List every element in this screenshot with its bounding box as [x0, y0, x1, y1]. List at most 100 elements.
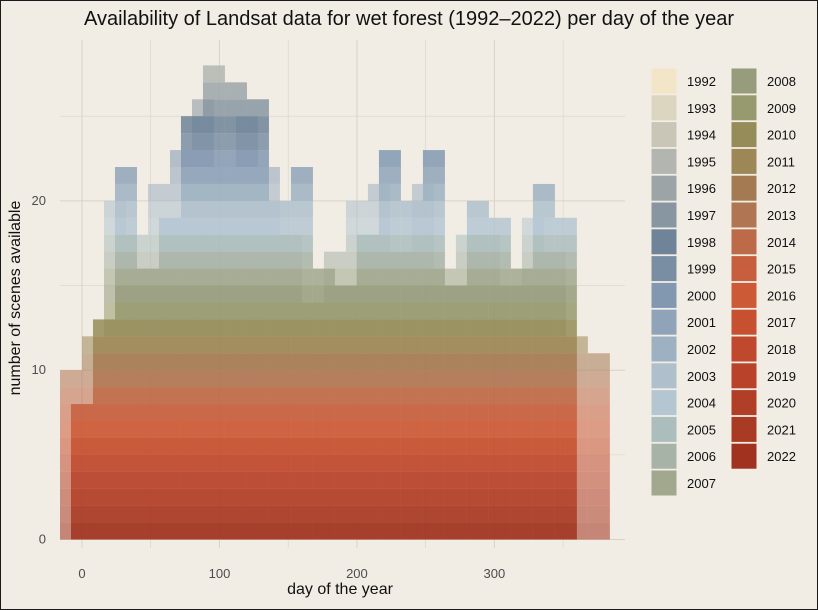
- bar-segment: [92, 387, 115, 405]
- bar-segment: [466, 353, 489, 371]
- bar-segment: [180, 387, 203, 405]
- legend-swatch: [650, 442, 678, 470]
- legend-swatch: [650, 121, 678, 149]
- bar-segment: [334, 522, 357, 540]
- legend-swatch: [730, 228, 758, 256]
- legend-label: 2007: [687, 476, 716, 491]
- bar-segment: [312, 454, 335, 472]
- bar-segment: [378, 387, 401, 405]
- bar-segment: [114, 370, 137, 388]
- bar-segment: [202, 319, 225, 337]
- bar-segment: [202, 99, 225, 117]
- bar-segment: [114, 183, 137, 201]
- bar-segment: [554, 285, 577, 303]
- bar-segment: [510, 522, 533, 540]
- bar-segment: [114, 251, 137, 269]
- bar-segment: [422, 505, 445, 523]
- bar-segment: [180, 116, 203, 134]
- bar-segment: [312, 268, 335, 286]
- bar-segment: [268, 387, 291, 405]
- bar-overlap-segment: [587, 387, 610, 405]
- bar-segment: [180, 133, 203, 151]
- legend-label: 1993: [687, 101, 716, 116]
- bar-segment: [466, 437, 489, 455]
- bar-segment: [180, 167, 203, 184]
- bar-segment: [246, 404, 269, 421]
- bar-segment: [158, 437, 181, 455]
- bar-segment: [114, 488, 137, 506]
- bar-segment: [180, 251, 203, 269]
- bar-segment: [532, 183, 555, 201]
- bar-segment: [158, 217, 181, 235]
- bar-overlap-segment: [587, 522, 610, 540]
- bar-segment: [136, 522, 159, 540]
- bar-segment: [268, 437, 291, 455]
- y-tick-label: 20: [32, 193, 46, 208]
- bar-segment: [422, 319, 445, 337]
- bar-segment: [334, 302, 357, 320]
- bar-segment: [554, 234, 577, 252]
- bar-segment: [334, 336, 357, 354]
- bar-segment: [158, 353, 181, 371]
- bar-segment: [290, 319, 313, 337]
- bar-segment: [532, 302, 555, 320]
- chart-title: Availability of Landsat data for wet for…: [83, 8, 735, 30]
- bar-segment: [114, 404, 137, 421]
- bar-segment: [158, 336, 181, 354]
- bar-segment: [224, 285, 247, 303]
- bar-segment: [356, 387, 379, 405]
- x-tick-label: 300: [484, 566, 506, 581]
- bar-segment: [312, 302, 335, 320]
- bar-segment: [378, 488, 401, 506]
- bar-overlap-segment: [587, 488, 610, 506]
- bar-segment: [136, 268, 159, 286]
- bar-segment: [114, 336, 137, 354]
- bar-segment: [378, 268, 401, 286]
- bar-segment: [268, 522, 291, 540]
- bar-segment: [532, 285, 555, 303]
- bar-segment: [312, 488, 335, 506]
- bar-segment: [202, 421, 225, 438]
- bar-segment: [114, 454, 137, 472]
- legend-label: 2018: [767, 342, 796, 357]
- bar-segment: [378, 251, 401, 269]
- bar-segment: [290, 370, 313, 388]
- bar-segment: [290, 505, 313, 523]
- bar-segment: [532, 251, 555, 269]
- legend-label: 2013: [767, 208, 796, 223]
- bar-segment: [158, 370, 181, 388]
- bar-segment: [246, 99, 269, 117]
- bar-segment: [400, 302, 423, 320]
- bar-segment: [334, 421, 357, 438]
- bar-segment: [532, 336, 555, 354]
- bar-segment: [114, 387, 137, 405]
- bar-segment: [136, 437, 159, 455]
- bar-segment: [114, 302, 137, 320]
- legend-label: 2008: [767, 74, 796, 89]
- bar-segment: [444, 421, 467, 438]
- bar-segment: [246, 505, 269, 523]
- bar-segment: [202, 116, 225, 134]
- legend-swatch: [730, 415, 758, 443]
- bar-segment: [400, 454, 423, 472]
- bar-segment: [224, 200, 247, 218]
- bar-segment: [202, 471, 225, 489]
- bar-segment: [158, 505, 181, 523]
- bar-segment: [268, 200, 291, 218]
- bar-segment: [444, 522, 467, 540]
- legend-label: 1992: [687, 74, 716, 89]
- bar-segment: [510, 488, 533, 506]
- legend-swatch: [650, 469, 678, 497]
- bar-segment: [510, 353, 533, 371]
- bar-segment: [488, 234, 511, 252]
- bar-segment: [224, 234, 247, 252]
- bar-segment: [378, 421, 401, 438]
- bar-segment: [400, 370, 423, 388]
- bar-segment: [488, 302, 511, 320]
- bar-segment: [466, 234, 489, 252]
- bar-segment: [400, 251, 423, 269]
- bar-segment: [92, 471, 115, 489]
- bar-segment: [202, 82, 225, 100]
- bar-segment: [510, 505, 533, 523]
- bar-segment: [246, 437, 269, 455]
